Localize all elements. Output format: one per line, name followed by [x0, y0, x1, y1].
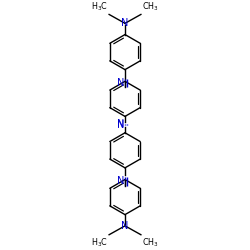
Text: CH$_3$: CH$_3$ [142, 0, 159, 13]
Text: N: N [117, 119, 124, 129]
Text: N: N [117, 176, 124, 186]
Text: CH$_3$: CH$_3$ [142, 236, 159, 249]
Text: N: N [121, 18, 129, 28]
Text: H$_3$C: H$_3$C [91, 0, 108, 13]
Text: N: N [121, 221, 129, 231]
Text: N: N [117, 120, 124, 130]
Text: N: N [117, 78, 124, 88]
Text: H$_3$C: H$_3$C [91, 236, 108, 249]
